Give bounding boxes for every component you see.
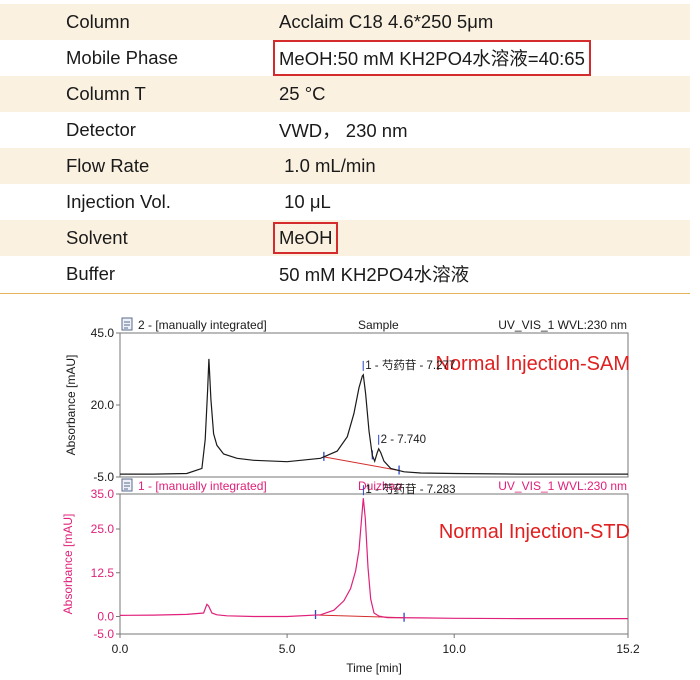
x-tick-label: 0.0 [112,642,129,656]
chart-settings-icon [121,478,133,492]
panel-annotation: Normal Injection-SAM [435,353,630,375]
peak-label: 2 - 7.740 [381,434,426,446]
plot-frame [119,493,629,635]
param-row-mobile-phase: Mobile Phase MeOH:50 mM KH2PO4水溶液=40:65 [0,40,690,76]
sample-trace [120,358,628,475]
panel-header-left: 1 - [manually integrated] [138,479,267,493]
panel-header-right: UV_VIS_1 WVL:230 nm [498,318,627,332]
y-tick-label: -5.0 [93,470,114,484]
param-value-highlighted: MeOH:50 mM KH2PO4水溶液=40:65 [273,40,591,76]
param-value: 1.0 mL/min [279,155,376,176]
param-row-column-t: Column T 25 °C [0,76,690,112]
sample-chromatogram-panel: 2 - [manually integrated] Sample UV_VIS_… [64,317,630,484]
param-value: VWD， 230 nm [279,120,408,141]
param-key: Solvent [0,220,276,256]
y-tick-label: 35.0 [91,487,115,501]
y-tick-label: 45.0 [91,326,115,340]
y-tick-label: 0.0 [97,610,114,624]
x-tick-label: 10.0 [443,642,467,656]
param-key: Flow Rate [0,148,276,184]
panel-header-center: Duizhao [358,479,402,493]
param-key: Column [0,4,276,40]
chart-settings-icon [121,317,133,331]
chromatogram-figure: 2 - [manually integrated] Sample UV_VIS_… [61,317,640,675]
integration-baseline [323,456,400,472]
param-key: Injection Vol. [0,184,276,220]
param-value: 25 °C [279,83,326,104]
panel-annotation: Normal Injection-STD [439,521,630,543]
panel-header-center: Sample [358,318,399,332]
panel-header-right: UV_VIS_1 WVL:230 nm [498,479,627,493]
param-value: 10 μL [279,191,331,212]
y-tick-label: 12.5 [91,566,115,580]
x-axis-label: Time [min] [346,661,402,675]
param-key: Detector [0,112,276,148]
param-row-buffer: Buffer 50 mM KH2PO4水溶液 [0,256,690,292]
x-tick-label: 5.0 [279,642,296,656]
peak-labels: 1 - 芍药苷 - 7.283 [362,482,456,496]
param-value: 50 mM KH2PO4水溶液 [279,264,470,285]
parameter-table: Column Acclaim C18 4.6*250 5μm Mobile Pha… [0,4,690,292]
peak-label: 1 - 芍药苷 - 7.277 [365,358,455,372]
standard-trace [119,498,628,620]
section-divider [0,293,690,294]
y-tick-labels: 45.0 20.0 -5.0 [91,326,120,484]
y-tick-label: -5.0 [93,627,114,641]
param-row-flow-rate: Flow Rate 1.0 mL/min [0,148,690,184]
param-row-detector: Detector VWD， 230 nm [0,112,690,148]
y-tick-label: 20.0 [91,398,115,412]
y-axis-label: Absorbance [mAU] [61,514,75,615]
peak-label: 1 - 芍药苷 - 7.283 [365,482,455,496]
param-key: Column T [0,76,276,112]
integration-marks [323,450,400,475]
x-tick-label: 15.2 [616,642,640,656]
standard-chromatogram-panel: 1 - [manually integrated] Duizhao UV_VIS… [61,478,640,675]
x-tick-labels: 0.0 5.0 10.0 15.2 [112,634,640,656]
y-axis-label: Absorbance [mAU] [64,355,78,456]
panel-header-left: 2 - [manually integrated] [138,318,267,332]
param-key: Buffer [0,256,276,292]
y-tick-label: 25.0 [91,522,115,536]
peak-labels: 1 - 芍药苷 - 7.277 2 - 7.740 [362,358,455,446]
param-row-solvent: Solvent MeOH [0,220,690,256]
param-key: Mobile Phase [0,40,276,76]
param-value-highlighted: MeOH [272,222,339,254]
param-row-injection-vol: Injection Vol. 10 μL [0,184,690,220]
y-tick-labels: 35.0 25.0 12.5 0.0 -5.0 [91,487,120,641]
param-row-column: Column Acclaim C18 4.6*250 5μm [0,4,690,40]
param-value: Acclaim C18 4.6*250 5μm [279,11,494,32]
